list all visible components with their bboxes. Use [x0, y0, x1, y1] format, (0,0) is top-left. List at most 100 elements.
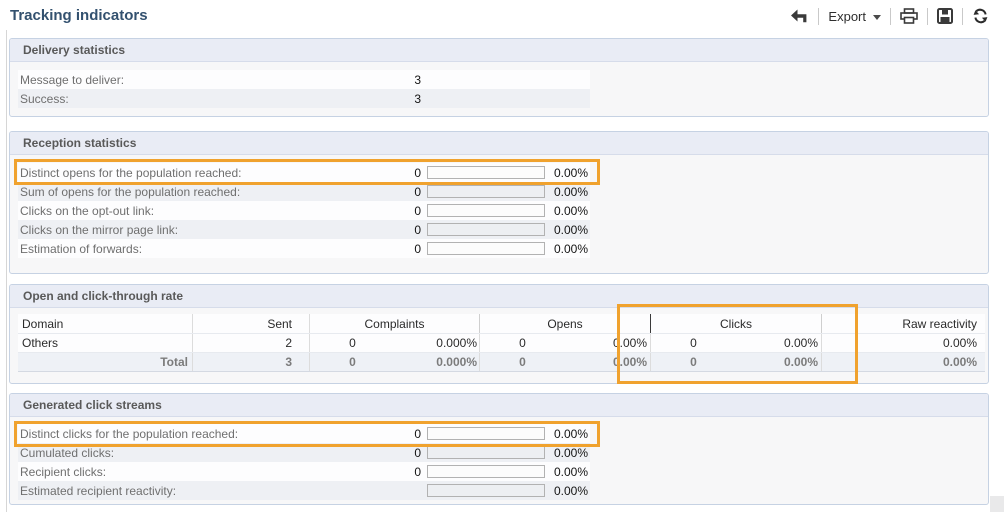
stat-label: Message to deliver: [20, 72, 125, 87]
panel-body: Distinct opens for the population reache… [10, 155, 988, 273]
cell-complaints-pct: 0.000% [395, 353, 480, 371]
cell-complaints-pct: 0.000% [395, 334, 480, 352]
stat-label: Clicks on the opt-out link: [20, 203, 155, 218]
stat-percent: 0.00% [553, 222, 588, 237]
cell-raw-reactivity: 0.00% [942, 355, 977, 369]
stat-count: 0 [414, 426, 421, 441]
column-header-clicks: Clicks [651, 314, 822, 333]
stat-percent: 0.00% [553, 184, 588, 199]
save-floppy-icon [937, 8, 953, 24]
stat-row-success: Success: 3 [18, 89, 590, 108]
cell-sent: 3 [193, 353, 310, 371]
title-bar: Tracking indicators Export [0, 0, 1004, 30]
toolbar-separator [818, 7, 820, 25]
page-title: Tracking indicators [10, 7, 148, 24]
stat-row-estimation-forwards: Estimation of forwards: 0 0.00% [18, 239, 590, 258]
panel-body: Distinct clicks for the population reach… [10, 417, 988, 504]
back-button[interactable] [783, 7, 816, 25]
stat-count: 0 [414, 165, 421, 180]
cell-clicks-pct: 0.00% [736, 334, 822, 352]
column-header-domain: Domain [18, 314, 193, 333]
printer-icon [900, 8, 918, 24]
toolbar: Export [783, 5, 996, 27]
stat-row-estimated-reactivity: Estimated recipient reactivity: 0.00% [18, 481, 590, 500]
refresh-icon [972, 8, 989, 24]
stat-label: Distinct clicks for the population reach… [20, 426, 239, 441]
export-label: Export [828, 8, 866, 24]
progress-bar [427, 166, 545, 179]
stat-percent: 0.00% [553, 445, 588, 460]
cell-raw-reactivity: 0.00% [942, 336, 977, 350]
chevron-down-icon [873, 14, 881, 20]
stat-row-cumulated-clicks: Cumulated clicks: 0 0.00% [18, 443, 590, 462]
panel-delivery-statistics: Delivery statistics Message to deliver: … [9, 38, 989, 117]
stat-count: 0 [414, 445, 421, 460]
panel-open-click-rate: Open and click-through rate Domain Sent … [9, 284, 989, 384]
stat-count: 0 [414, 241, 421, 256]
progress-bar [427, 242, 545, 255]
cell-domain: Total [18, 353, 193, 371]
section-title-generated: Generated click streams [10, 394, 988, 417]
cell-clicks-pct: 0.00% [736, 353, 822, 371]
refresh-button[interactable] [965, 6, 996, 26]
stat-count: 0 [414, 184, 421, 199]
stat-percent: 0.00% [553, 464, 588, 479]
cell-domain: Others [18, 334, 193, 352]
stat-count: 0 [414, 203, 421, 218]
table-row-total: Total 3 0 0.000% 0 0.00% 0 0.00% 0.00% [18, 353, 985, 372]
stat-label: Sum of opens for the population reached: [20, 184, 241, 199]
save-button[interactable] [930, 6, 960, 26]
table-row-others: Others 2 0 0.000% 0 0.00% 0 0.00% 0.00% [18, 334, 985, 353]
progress-bar [427, 223, 545, 236]
cell-opens-pct: 0.00% [565, 353, 651, 371]
stat-label: Recipient clicks: [20, 464, 107, 479]
cell-sent: 2 [193, 334, 310, 352]
stat-label: Cumulated clicks: [20, 445, 115, 460]
stat-row-sum-of-opens: Sum of opens for the population reached:… [18, 182, 590, 201]
stat-label: Success: [20, 91, 69, 106]
toolbar-separator [927, 7, 928, 25]
section-title-open-click: Open and click-through rate [10, 285, 988, 308]
scrollbar-corner[interactable] [990, 496, 1004, 512]
cell-opens-pct: 0.00% [565, 334, 651, 352]
stat-row-message-to-deliver: Message to deliver: 3 [18, 70, 590, 89]
stat-row-distinct-opens: Distinct opens for the population reache… [18, 163, 590, 182]
stat-count: 0 [414, 464, 421, 479]
column-header-complaints: Complaints [310, 314, 480, 333]
cell-clicks-count: 0 [690, 355, 697, 369]
stat-row-distinct-clicks: Distinct clicks for the population reach… [18, 424, 590, 443]
stat-row-mirror-page-clicks: Clicks on the mirror page link: 0 0.00% [18, 220, 590, 239]
section-title-delivery: Delivery statistics [10, 39, 988, 62]
progress-bar [427, 185, 545, 198]
toolbar-separator [890, 7, 891, 25]
column-header-opens: Opens [480, 314, 651, 333]
stat-percent: 0.00% [553, 483, 588, 498]
open-click-table: Domain Sent Complaints Opens Clicks Raw … [18, 314, 985, 372]
column-header-sent: Sent [193, 314, 310, 333]
cell-complaints-count: 0 [349, 336, 356, 350]
progress-bar [427, 484, 545, 497]
stat-value: 3 [414, 72, 421, 87]
export-button[interactable]: Export [821, 7, 888, 26]
stat-label: Estimated recipient reactivity: [20, 483, 177, 498]
progress-bar [427, 204, 545, 217]
stat-percent: 0.00% [553, 165, 588, 180]
table-header-row: Domain Sent Complaints Opens Clicks Raw … [18, 314, 985, 334]
progress-bar [427, 465, 545, 478]
print-button[interactable] [893, 6, 925, 26]
progress-bar [427, 446, 545, 459]
cell-clicks-count: 0 [690, 336, 697, 350]
section-title-reception: Reception statistics [10, 132, 988, 155]
cell-complaints-count: 0 [349, 355, 356, 369]
progress-bar [427, 427, 545, 440]
stat-label: Clicks on the mirror page link: [20, 222, 179, 237]
stat-row-recipient-clicks: Recipient clicks: 0 0.00% [18, 462, 590, 481]
column-header-raw-reactivity: Raw reactivity [902, 317, 977, 331]
stat-percent: 0.00% [553, 241, 588, 256]
stat-count: 0 [414, 222, 421, 237]
panel-body: Domain Sent Complaints Opens Clicks Raw … [10, 308, 988, 383]
panel-generated-click-streams: Generated click streams Distinct clicks … [9, 393, 989, 505]
panel-body: Message to deliver: 3 Success: 3 [10, 62, 988, 116]
cell-opens-count: 0 [519, 336, 526, 350]
stat-percent: 0.00% [553, 426, 588, 441]
